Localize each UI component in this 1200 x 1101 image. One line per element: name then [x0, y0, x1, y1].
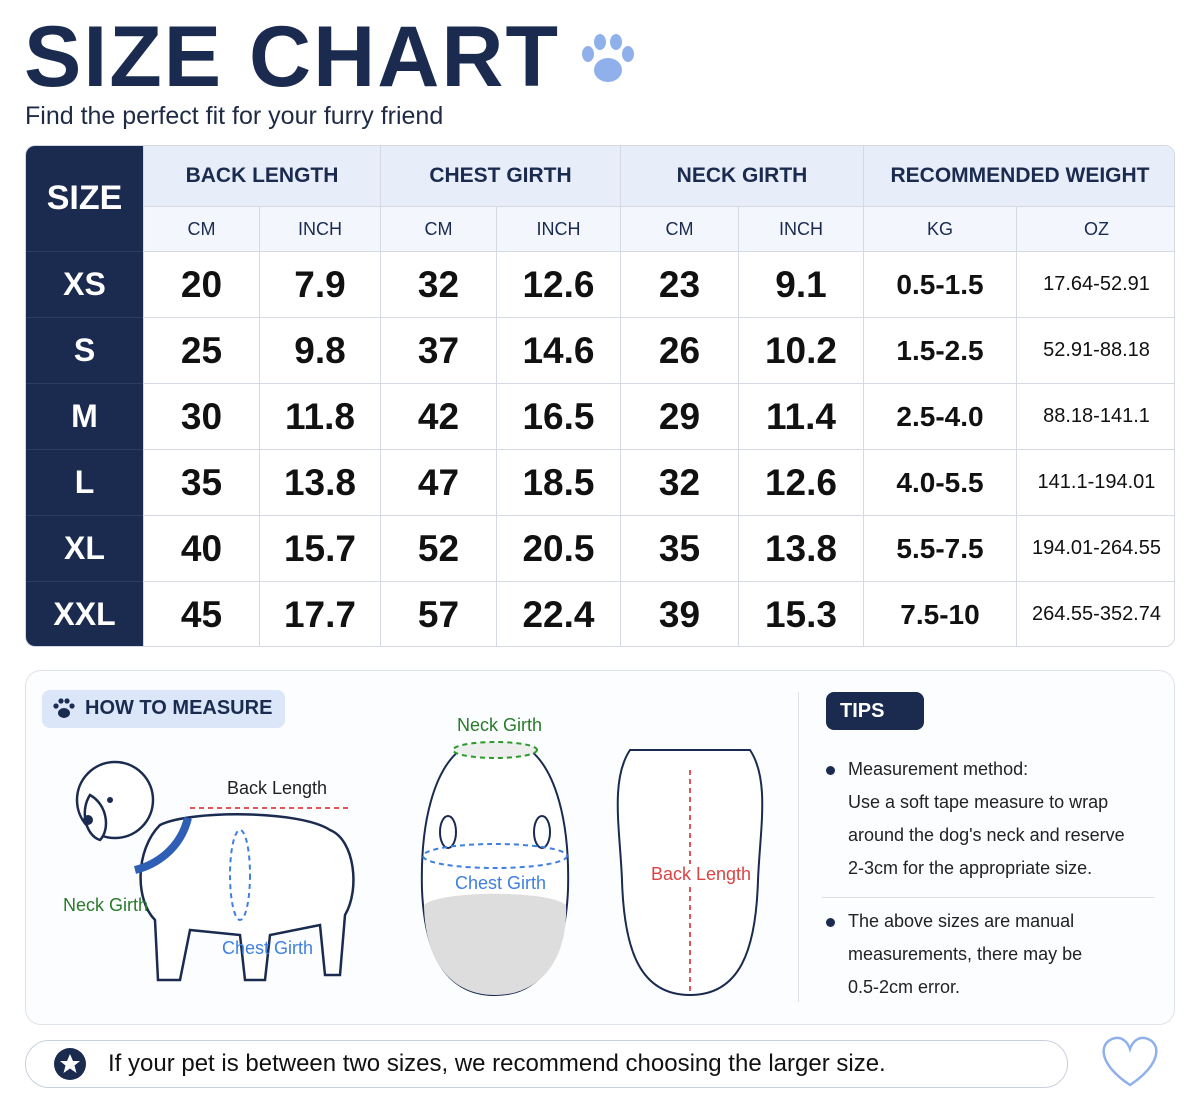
heart-icon: [1102, 1036, 1158, 1087]
measure-badge: [42, 690, 285, 728]
size-cell: XS: [26, 251, 143, 317]
value-cell: 17.64-52.91: [1016, 251, 1174, 317]
value-cell: 88.18-141.1: [1016, 383, 1174, 449]
tip-line: around the dog's neck and reserve: [848, 825, 1125, 845]
measure-label: HOW TO MEASURE: [85, 697, 273, 719]
size-header: SIZE: [26, 146, 143, 251]
unit-header: CM: [143, 206, 259, 251]
value-cell: 13.8: [738, 515, 863, 581]
paw-icon: [582, 34, 634, 82]
size-cell: L: [26, 449, 143, 515]
dog-neck-girth: Neck Girth: [63, 895, 149, 915]
value-cell: 4.0-5.5: [863, 449, 1016, 515]
size-cell: XL: [26, 515, 143, 581]
value-cell: 23: [620, 251, 738, 317]
size-cell: M: [26, 383, 143, 449]
value-cell: 1.5-2.5: [863, 317, 1016, 383]
value-cell: 45: [143, 581, 259, 646]
value-cell: 12.6: [496, 251, 620, 317]
bullet: [826, 766, 835, 775]
note: If your pet is between two sizes, we rec…: [108, 1050, 886, 1077]
value-cell: 32: [620, 449, 738, 515]
tips-separator: [822, 897, 1155, 898]
value-cell: 32: [380, 251, 496, 317]
value-cell: 15.7: [259, 515, 380, 581]
value-cell: 25: [143, 317, 259, 383]
value-cell: 14.6: [496, 317, 620, 383]
value-cell: 22.4: [496, 581, 620, 646]
value-cell: 16.5: [496, 383, 620, 449]
unit-header: CM: [380, 206, 496, 251]
value-cell: 15.3: [738, 581, 863, 646]
value-cell: 7.5-10: [863, 581, 1016, 646]
tips-badge: [826, 692, 924, 730]
subtitle: Find the perfect fit for your furry frie…: [25, 102, 444, 130]
tip-line: measurements, there may be: [848, 944, 1083, 964]
dog-chest-girth: Chest Girth: [222, 938, 314, 958]
value-cell: 7.9: [259, 251, 380, 317]
value-cell: 264.55-352.74: [1016, 581, 1174, 646]
group-header: BACK LENGTH: [143, 146, 380, 206]
value-cell: 26: [620, 317, 738, 383]
unit-header: OZ: [1016, 206, 1174, 251]
value-cell: 9.8: [259, 317, 380, 383]
title: SIZE CHART: [24, 9, 560, 105]
bullet: [826, 918, 835, 927]
value-cell: 39: [620, 581, 738, 646]
unit-header: INCH: [738, 206, 863, 251]
value-cell: 2.5-4.0: [863, 383, 1016, 449]
tip-line: Measurement method:: [848, 759, 1029, 779]
note-box: [25, 1040, 1068, 1088]
value-cell: 29: [620, 383, 738, 449]
unit-header: INCH: [496, 206, 620, 251]
tip-line: 0.5-2cm error.: [848, 977, 961, 997]
tips-label: TIPS: [840, 700, 885, 722]
value-cell: 20: [143, 251, 259, 317]
paw-icon: [53, 698, 75, 718]
value-cell: 9.1: [738, 251, 863, 317]
value-cell: 141.1-194.01: [1016, 449, 1174, 515]
value-cell: 37: [380, 317, 496, 383]
front-chest-girth: Chest Girth: [455, 873, 547, 893]
value-cell: 47: [380, 449, 496, 515]
value-cell: 13.8: [259, 449, 380, 515]
value-cell: 35: [143, 449, 259, 515]
unit-header: KG: [863, 206, 1016, 251]
value-cell: 20.5: [496, 515, 620, 581]
group-header: NECK GIRTH: [620, 146, 863, 206]
divider: [798, 692, 799, 1002]
value-cell: 12.6: [738, 449, 863, 515]
value-cell: 42: [380, 383, 496, 449]
value-cell: 11.4: [738, 383, 863, 449]
size-cell: S: [26, 317, 143, 383]
dog-back-length: Back Length: [227, 778, 328, 798]
back-back-length: Back Length: [651, 864, 752, 885]
group-header: CHEST GIRTH: [380, 146, 620, 206]
size-table: SIZE BACK LENGTH CHEST GIRTH NECK GIRTH RECO…: [25, 145, 1175, 647]
star-icon: [54, 1048, 86, 1080]
size-cell: XXL: [26, 581, 143, 646]
unit-header: INCH: [259, 206, 380, 251]
value-cell: 17.7: [259, 581, 380, 646]
value-cell: 35: [620, 515, 738, 581]
value-cell: 11.8: [259, 383, 380, 449]
unit-header: CM: [620, 206, 738, 251]
value-cell: 30: [143, 383, 259, 449]
group-header: RECOMMENDED WEIGHT: [863, 146, 1174, 206]
value-cell: 0.5-1.5: [863, 251, 1016, 317]
tip-line: 2-3cm for the appropriate size.: [848, 858, 1093, 878]
front-neck-girth: Neck Girth: [457, 715, 543, 735]
value-cell: 40: [143, 515, 259, 581]
value-cell: 52: [380, 515, 496, 581]
value-cell: 194.01-264.55: [1016, 515, 1174, 581]
value-cell: 5.5-7.5: [863, 515, 1016, 581]
tip-line: Use a soft tape measure to wrap: [848, 792, 1109, 812]
value-cell: 52.91-88.18: [1016, 317, 1174, 383]
value-cell: 57: [380, 581, 496, 646]
tip-line: The above sizes are manual: [848, 911, 1075, 931]
value-cell: 10.2: [738, 317, 863, 383]
value-cell: 18.5: [496, 449, 620, 515]
